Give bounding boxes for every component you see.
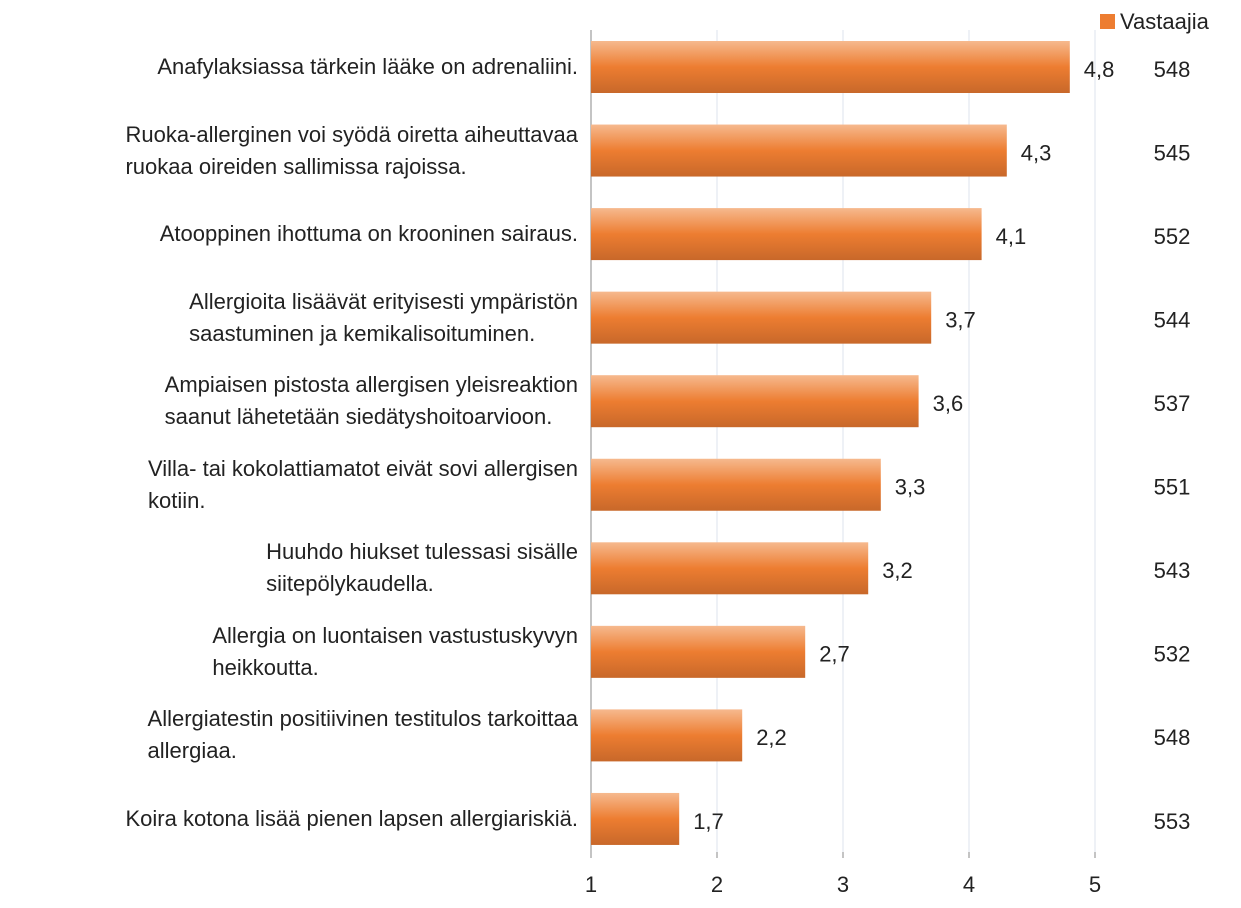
category-label-box: Ruoka-allerginen voi syödä oiretta aiheu… [0, 111, 578, 191]
value-label: 4,8 [1084, 57, 1115, 82]
bar [591, 625, 806, 678]
count-label: 548 [1154, 725, 1191, 750]
category-label: Anafylaksiassa tärkein lääke on adrenali… [157, 54, 578, 79]
count-label: 551 [1154, 475, 1191, 500]
count-label: 532 [1154, 642, 1191, 667]
category-label: Ampiaisen pistosta allergisen yleisreakt… [164, 372, 578, 430]
value-label: 2,7 [819, 642, 850, 667]
category-label: Allergiatestin positiivinen testitulos t… [147, 706, 578, 764]
legend-swatch [1100, 14, 1115, 29]
bar [591, 709, 743, 762]
count-label: 544 [1154, 307, 1191, 332]
count-label: 552 [1154, 224, 1191, 249]
category-label-box: Allergia on luontaisen vastustuskyvyn he… [0, 612, 578, 692]
category-label-box: Atooppinen ihottuma on krooninen sairaus… [0, 194, 578, 274]
value-label: 3,7 [945, 307, 976, 332]
bar [591, 375, 919, 428]
value-label: 3,6 [933, 391, 964, 416]
bar [591, 542, 869, 595]
x-tick-label: 4 [963, 872, 975, 897]
category-label: Villa- tai kokolattiamatot eivät sovi al… [147, 455, 578, 513]
value-label: 1,7 [693, 809, 724, 834]
value-label: 3,3 [895, 475, 926, 500]
category-label-box: Allergioita lisäävät erityisesti ympäris… [0, 278, 578, 358]
category-label-box: Huuhdo hiukset tulessasi sisälle siitepö… [0, 528, 578, 608]
x-tick-label: 3 [837, 872, 849, 897]
category-label-box: Anafylaksiassa tärkein lääke on adrenali… [0, 27, 578, 107]
category-label-box: Ampiaisen pistosta allergisen yleisreakt… [0, 361, 578, 441]
category-label-box: Koira kotona lisää pienen lapsen allergi… [0, 779, 579, 859]
bar [591, 208, 982, 261]
value-label: 4,1 [996, 224, 1027, 249]
category-label-box: Villa- tai kokolattiamatot eivät sovi al… [0, 445, 578, 525]
bar [591, 41, 1070, 93]
x-tick-label: 1 [585, 872, 597, 897]
value-label: 2,2 [756, 725, 787, 750]
category-label: Ruoka-allerginen voi syödä oiretta aiheu… [125, 121, 578, 179]
count-label: 543 [1154, 558, 1191, 583]
count-label: 545 [1154, 140, 1191, 165]
x-tick-label: 5 [1089, 872, 1101, 897]
category-label: Koira kotona lisää pienen lapsen allergi… [125, 805, 579, 831]
bar [591, 124, 1007, 177]
category-label: Atooppinen ihottuma on krooninen sairaus… [159, 221, 578, 247]
value-label: 3,2 [882, 558, 913, 583]
bar [591, 792, 680, 845]
category-label: Allergia on luontaisen vastustuskyvyn he… [212, 622, 578, 680]
category-label-box: Allergiatestin positiivinen testitulos t… [0, 695, 578, 775]
value-label: 4,3 [1021, 140, 1052, 165]
count-label: 548 [1154, 57, 1191, 82]
category-label: Huuhdo hiukset tulessasi sisälle siitepö… [266, 539, 578, 597]
x-tick-label: 2 [711, 872, 723, 897]
legend-label: Vastaajia [1120, 9, 1210, 34]
bar [591, 291, 932, 344]
category-label: Allergioita lisäävät erityisesti ympäris… [189, 288, 578, 346]
count-label: 553 [1154, 809, 1191, 834]
count-label: 537 [1154, 391, 1191, 416]
bar [591, 458, 881, 511]
